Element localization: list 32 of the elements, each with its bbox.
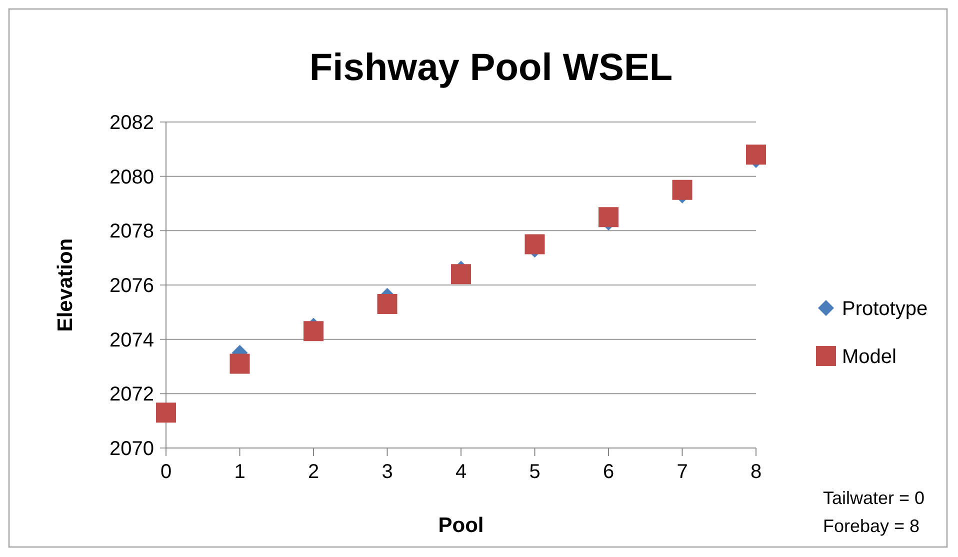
x-tick-label: 1: [234, 461, 246, 483]
legend-label: Prototype: [842, 298, 928, 320]
x-tick-label: 3: [382, 461, 393, 483]
point: [672, 180, 692, 200]
x-tick-label: 6: [602, 461, 614, 483]
point: [524, 234, 545, 254]
x-tick-label: 5: [529, 461, 540, 483]
y-tick-label: 2082: [110, 112, 154, 134]
point: [377, 294, 398, 314]
point: [230, 354, 250, 374]
point: [156, 402, 176, 423]
text: Forebay = 8: [823, 516, 920, 536]
legend-label: Model: [842, 346, 896, 368]
x-tick-label: 8: [750, 461, 762, 483]
y-tick-label: 2074: [110, 329, 154, 352]
point: [304, 321, 324, 342]
y-tick-label: 2078: [110, 220, 154, 243]
x-tick-label: 7: [676, 461, 688, 483]
point: [746, 144, 766, 165]
text: Tailwater = 0: [823, 488, 925, 508]
point: [598, 207, 618, 228]
y-axis-title: Elevation: [54, 238, 77, 332]
y-tick-label: 2080: [110, 166, 154, 188]
point: [451, 264, 471, 284]
x-tick-label: 4: [455, 461, 467, 483]
chart-title: Fishway Pool WSEL: [309, 47, 673, 89]
y-tick-label: 2072: [110, 384, 154, 406]
y-tick-label: 2070: [110, 438, 154, 460]
x-axis-title: Pool: [438, 514, 484, 537]
y-tick-label: 2076: [110, 275, 154, 297]
x-tick-label: 0: [160, 461, 172, 483]
x-tick-label: 2: [308, 461, 320, 483]
